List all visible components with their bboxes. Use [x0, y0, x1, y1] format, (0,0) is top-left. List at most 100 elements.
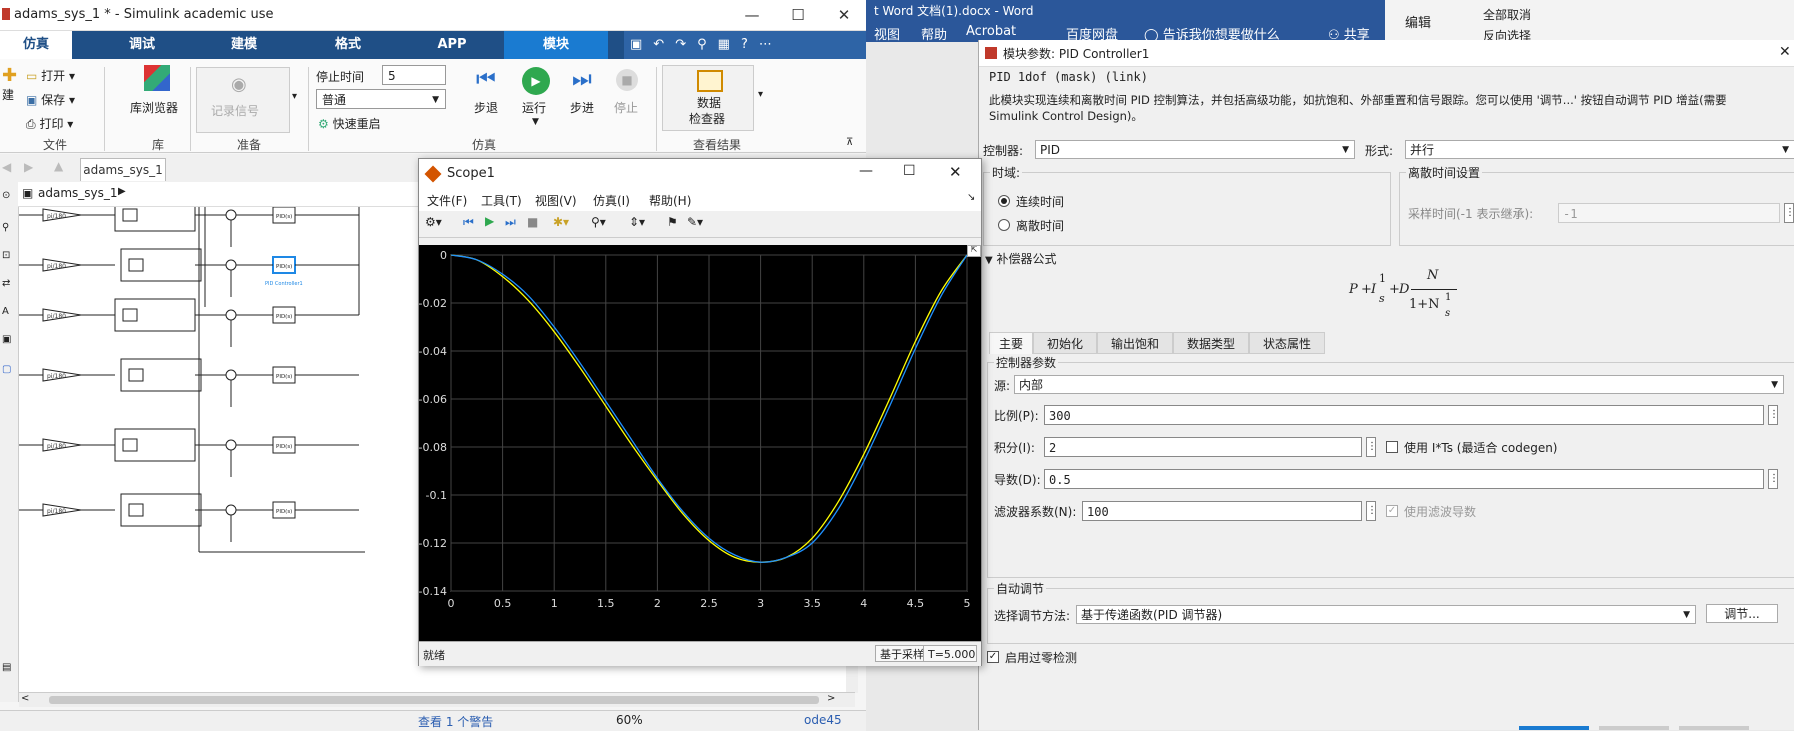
- search-icon[interactable]: ⚲: [697, 37, 707, 52]
- menu-file[interactable]: 文件(F): [427, 194, 468, 208]
- pid-block-label[interactable]: PID(s): [276, 444, 292, 450]
- i-more-icon[interactable]: ⋮: [1366, 437, 1377, 457]
- data-inspector-button[interactable]: 数据 检查器: [662, 65, 754, 131]
- measurements-icon[interactable]: ✎▾: [687, 215, 704, 229]
- use-its-checkbox[interactable]: [1386, 441, 1398, 453]
- pid-block-label[interactable]: PID(s): [276, 264, 292, 270]
- gain-block-label[interactable]: pi/180: [47, 508, 66, 515]
- tab-data-types[interactable]: 数据类型: [1173, 332, 1249, 354]
- tab-debug[interactable]: 调试: [128, 37, 155, 52]
- sum-block[interactable]: [225, 369, 237, 381]
- menu-tools[interactable]: 工具(T): [481, 194, 522, 208]
- tab-modeling[interactable]: 建模: [230, 37, 257, 52]
- scope-run-icon[interactable]: ▶: [485, 214, 495, 228]
- sum-block[interactable]: [225, 209, 237, 221]
- d-more-icon[interactable]: ⋮: [1768, 469, 1779, 489]
- step-forward-button[interactable]: 步进: [570, 101, 595, 115]
- pid-block-label[interactable]: PID(s): [276, 314, 292, 320]
- zoom-icon[interactable]: ⚲: [2, 222, 10, 233]
- open-button[interactable]: ▭ 打开 ▾: [26, 69, 76, 83]
- path-chevron-icon[interactable]: ▶: [118, 186, 126, 197]
- gain-block-label[interactable]: pi/180: [47, 443, 66, 450]
- help-button-edge[interactable]: [1679, 726, 1749, 730]
- tab-block[interactable]: 模块: [504, 31, 608, 59]
- i-input[interactable]: 2: [1044, 437, 1362, 457]
- run-options-chevron-icon[interactable]: ▼: [532, 117, 539, 127]
- run-icon[interactable]: ▶: [522, 67, 550, 95]
- word-tab-baidu[interactable]: 百度网盘: [1066, 28, 1119, 43]
- word-tell-me[interactable]: ◯ 告诉我你想要做什么: [1144, 28, 1280, 43]
- up-arrow-icon[interactable]: ▲: [54, 159, 64, 173]
- word-tab-help[interactable]: 帮助: [921, 28, 948, 43]
- more-icon[interactable]: ⋯: [758, 37, 772, 52]
- menu-dock-icon[interactable]: ↘: [967, 192, 976, 203]
- warning-link[interactable]: 查看 1 个警告: [418, 715, 494, 729]
- n-input[interactable]: 100: [1082, 501, 1362, 521]
- word-tab-acrobat[interactable]: Acrobat: [966, 24, 1017, 39]
- pid-block-label[interactable]: PID(s): [276, 214, 292, 220]
- tune-method-select[interactable]: 基于传递函数(PID 调节器) ▼: [1076, 605, 1696, 624]
- ok-button-edge[interactable]: [1519, 726, 1589, 730]
- scope-step-forward-icon[interactable]: ⏭: [505, 215, 516, 229]
- model-path[interactable]: adams_sys_1: [38, 186, 118, 200]
- run-button[interactable]: 运行: [522, 101, 547, 115]
- minimize-icon[interactable]: —: [744, 6, 760, 24]
- n-more-icon[interactable]: ⋮: [1366, 501, 1377, 521]
- collapse-ribbon-icon[interactable]: ⊼: [846, 137, 854, 148]
- fit-icon[interactable]: ⊡: [2, 250, 11, 261]
- sum-block[interactable]: [225, 439, 237, 451]
- word-tab-view[interactable]: 视图: [874, 28, 901, 43]
- tab-app[interactable]: APP: [437, 37, 467, 52]
- tune-button[interactable]: 调节...: [1706, 604, 1778, 623]
- p-more-icon[interactable]: ⋮: [1768, 405, 1779, 425]
- palette-more-icon[interactable]: ▤: [2, 662, 12, 673]
- discrete-radio[interactable]: [998, 219, 1010, 231]
- prepare-gallery[interactable]: ◉ 记录信号: [196, 67, 290, 133]
- edit-label[interactable]: 编辑: [1405, 16, 1432, 31]
- menu-view[interactable]: 视图(V): [535, 194, 577, 208]
- scope-stop-icon[interactable]: ■: [527, 215, 539, 229]
- help-icon[interactable]: ?: [740, 37, 748, 52]
- gain-block-label[interactable]: pi/180: [47, 313, 66, 320]
- arrow-icon[interactable]: ⇄: [2, 278, 11, 289]
- deselect-all[interactable]: 全部取消: [1483, 8, 1532, 22]
- gain-block-label[interactable]: pi/180: [47, 213, 66, 220]
- controller-select[interactable]: PID ▼: [1035, 140, 1355, 159]
- image-icon[interactable]: ▦: [717, 37, 730, 52]
- redo-icon[interactable]: ↷: [675, 37, 687, 52]
- stop-time-input[interactable]: 5: [382, 65, 446, 85]
- library-browser-button[interactable]: 库浏览器: [130, 101, 179, 115]
- p-input[interactable]: 300: [1044, 405, 1764, 425]
- undo-icon[interactable]: ↶: [653, 37, 665, 52]
- reverse-select[interactable]: 反向选择: [1483, 29, 1532, 43]
- scope-close-icon[interactable]: ✕: [949, 163, 962, 181]
- menu-simulation[interactable]: 仿真(I): [593, 194, 630, 208]
- scope-minimize-icon[interactable]: —: [859, 163, 873, 179]
- highlight-icon[interactable]: ✱▾: [553, 215, 570, 229]
- pid-block-label[interactable]: PID(s): [276, 509, 292, 515]
- pid-block-caption[interactable]: PID Controller1: [265, 281, 303, 287]
- gallery-expand-icon[interactable]: ▾: [292, 91, 298, 102]
- sum-block[interactable]: [225, 504, 237, 516]
- tab-simulation[interactable]: 仿真: [0, 31, 72, 59]
- d-input[interactable]: 0.5: [1044, 469, 1764, 489]
- tab-initialization[interactable]: 初始化: [1033, 332, 1097, 354]
- area-icon[interactable]: ▢: [2, 364, 12, 375]
- autoscale-icon[interactable]: ⇕▾: [629, 215, 646, 229]
- back-arrow-icon[interactable]: ◀: [2, 160, 12, 174]
- step-forward-icon[interactable]: ⏭: [572, 67, 592, 92]
- pid-close-icon[interactable]: ✕: [1779, 44, 1791, 60]
- zoom-in-icon[interactable]: ⚲▾: [591, 215, 606, 229]
- save-icon[interactable]: ▣: [630, 37, 643, 52]
- form-select[interactable]: 并行 ▼: [1405, 140, 1794, 159]
- gain-block-label[interactable]: pi/180: [47, 373, 66, 380]
- scroll-right-icon[interactable]: >: [827, 693, 836, 704]
- new-partial-button[interactable]: ✚ 建: [2, 65, 18, 102]
- scope-step-back-icon[interactable]: ⏮: [463, 215, 474, 229]
- menu-help[interactable]: 帮助(H): [649, 194, 692, 208]
- scroll-left-icon[interactable]: <: [21, 693, 30, 704]
- model-tab[interactable]: adams_sys_1: [80, 158, 166, 181]
- source-select[interactable]: 内部 ▼: [1014, 375, 1784, 394]
- gain-block-label[interactable]: pi/180: [47, 263, 66, 270]
- sum-block[interactable]: [225, 259, 237, 271]
